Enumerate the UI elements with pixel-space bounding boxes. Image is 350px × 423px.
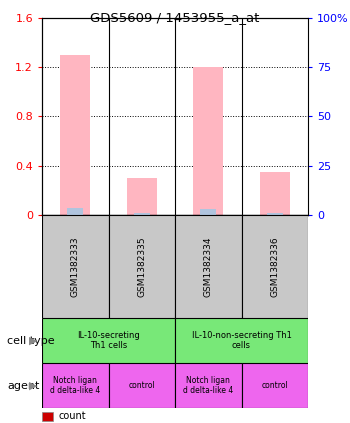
Bar bbox=[127, 178, 157, 215]
Bar bbox=[42, 215, 108, 318]
Text: count: count bbox=[58, 412, 86, 421]
Bar bbox=[241, 363, 308, 408]
Bar bbox=[200, 209, 217, 215]
Bar bbox=[260, 172, 290, 215]
Bar bbox=[67, 208, 84, 215]
Text: control: control bbox=[261, 381, 288, 390]
Bar bbox=[193, 67, 223, 215]
Bar bbox=[175, 318, 308, 363]
Bar bbox=[60, 55, 90, 215]
Text: Notch ligan
d delta-like 4: Notch ligan d delta-like 4 bbox=[50, 376, 100, 395]
Bar bbox=[108, 363, 175, 408]
Text: GSM1382333: GSM1382333 bbox=[71, 236, 80, 297]
Text: cell type: cell type bbox=[7, 335, 55, 346]
Bar bbox=[175, 215, 242, 318]
Text: GSM1382336: GSM1382336 bbox=[270, 236, 279, 297]
Text: GDS5609 / 1453955_a_at: GDS5609 / 1453955_a_at bbox=[90, 11, 260, 24]
Text: GSM1382334: GSM1382334 bbox=[204, 236, 213, 297]
Bar bbox=[42, 363, 108, 408]
Text: ▶: ▶ bbox=[29, 335, 37, 346]
Text: Notch ligan
d delta-like 4: Notch ligan d delta-like 4 bbox=[183, 376, 233, 395]
Bar bbox=[241, 215, 308, 318]
Text: IL-10-non-secreting Th1
cells: IL-10-non-secreting Th1 cells bbox=[191, 331, 292, 350]
Text: agent: agent bbox=[7, 381, 39, 390]
Bar bbox=[108, 215, 175, 318]
Bar bbox=[133, 212, 150, 215]
Text: IL-10-secreting
Th1 cells: IL-10-secreting Th1 cells bbox=[77, 331, 140, 350]
Text: control: control bbox=[128, 381, 155, 390]
Bar bbox=[175, 363, 242, 408]
Text: GSM1382335: GSM1382335 bbox=[137, 236, 146, 297]
Bar bbox=[266, 212, 283, 215]
Text: ▶: ▶ bbox=[29, 381, 37, 390]
Bar bbox=[42, 318, 175, 363]
